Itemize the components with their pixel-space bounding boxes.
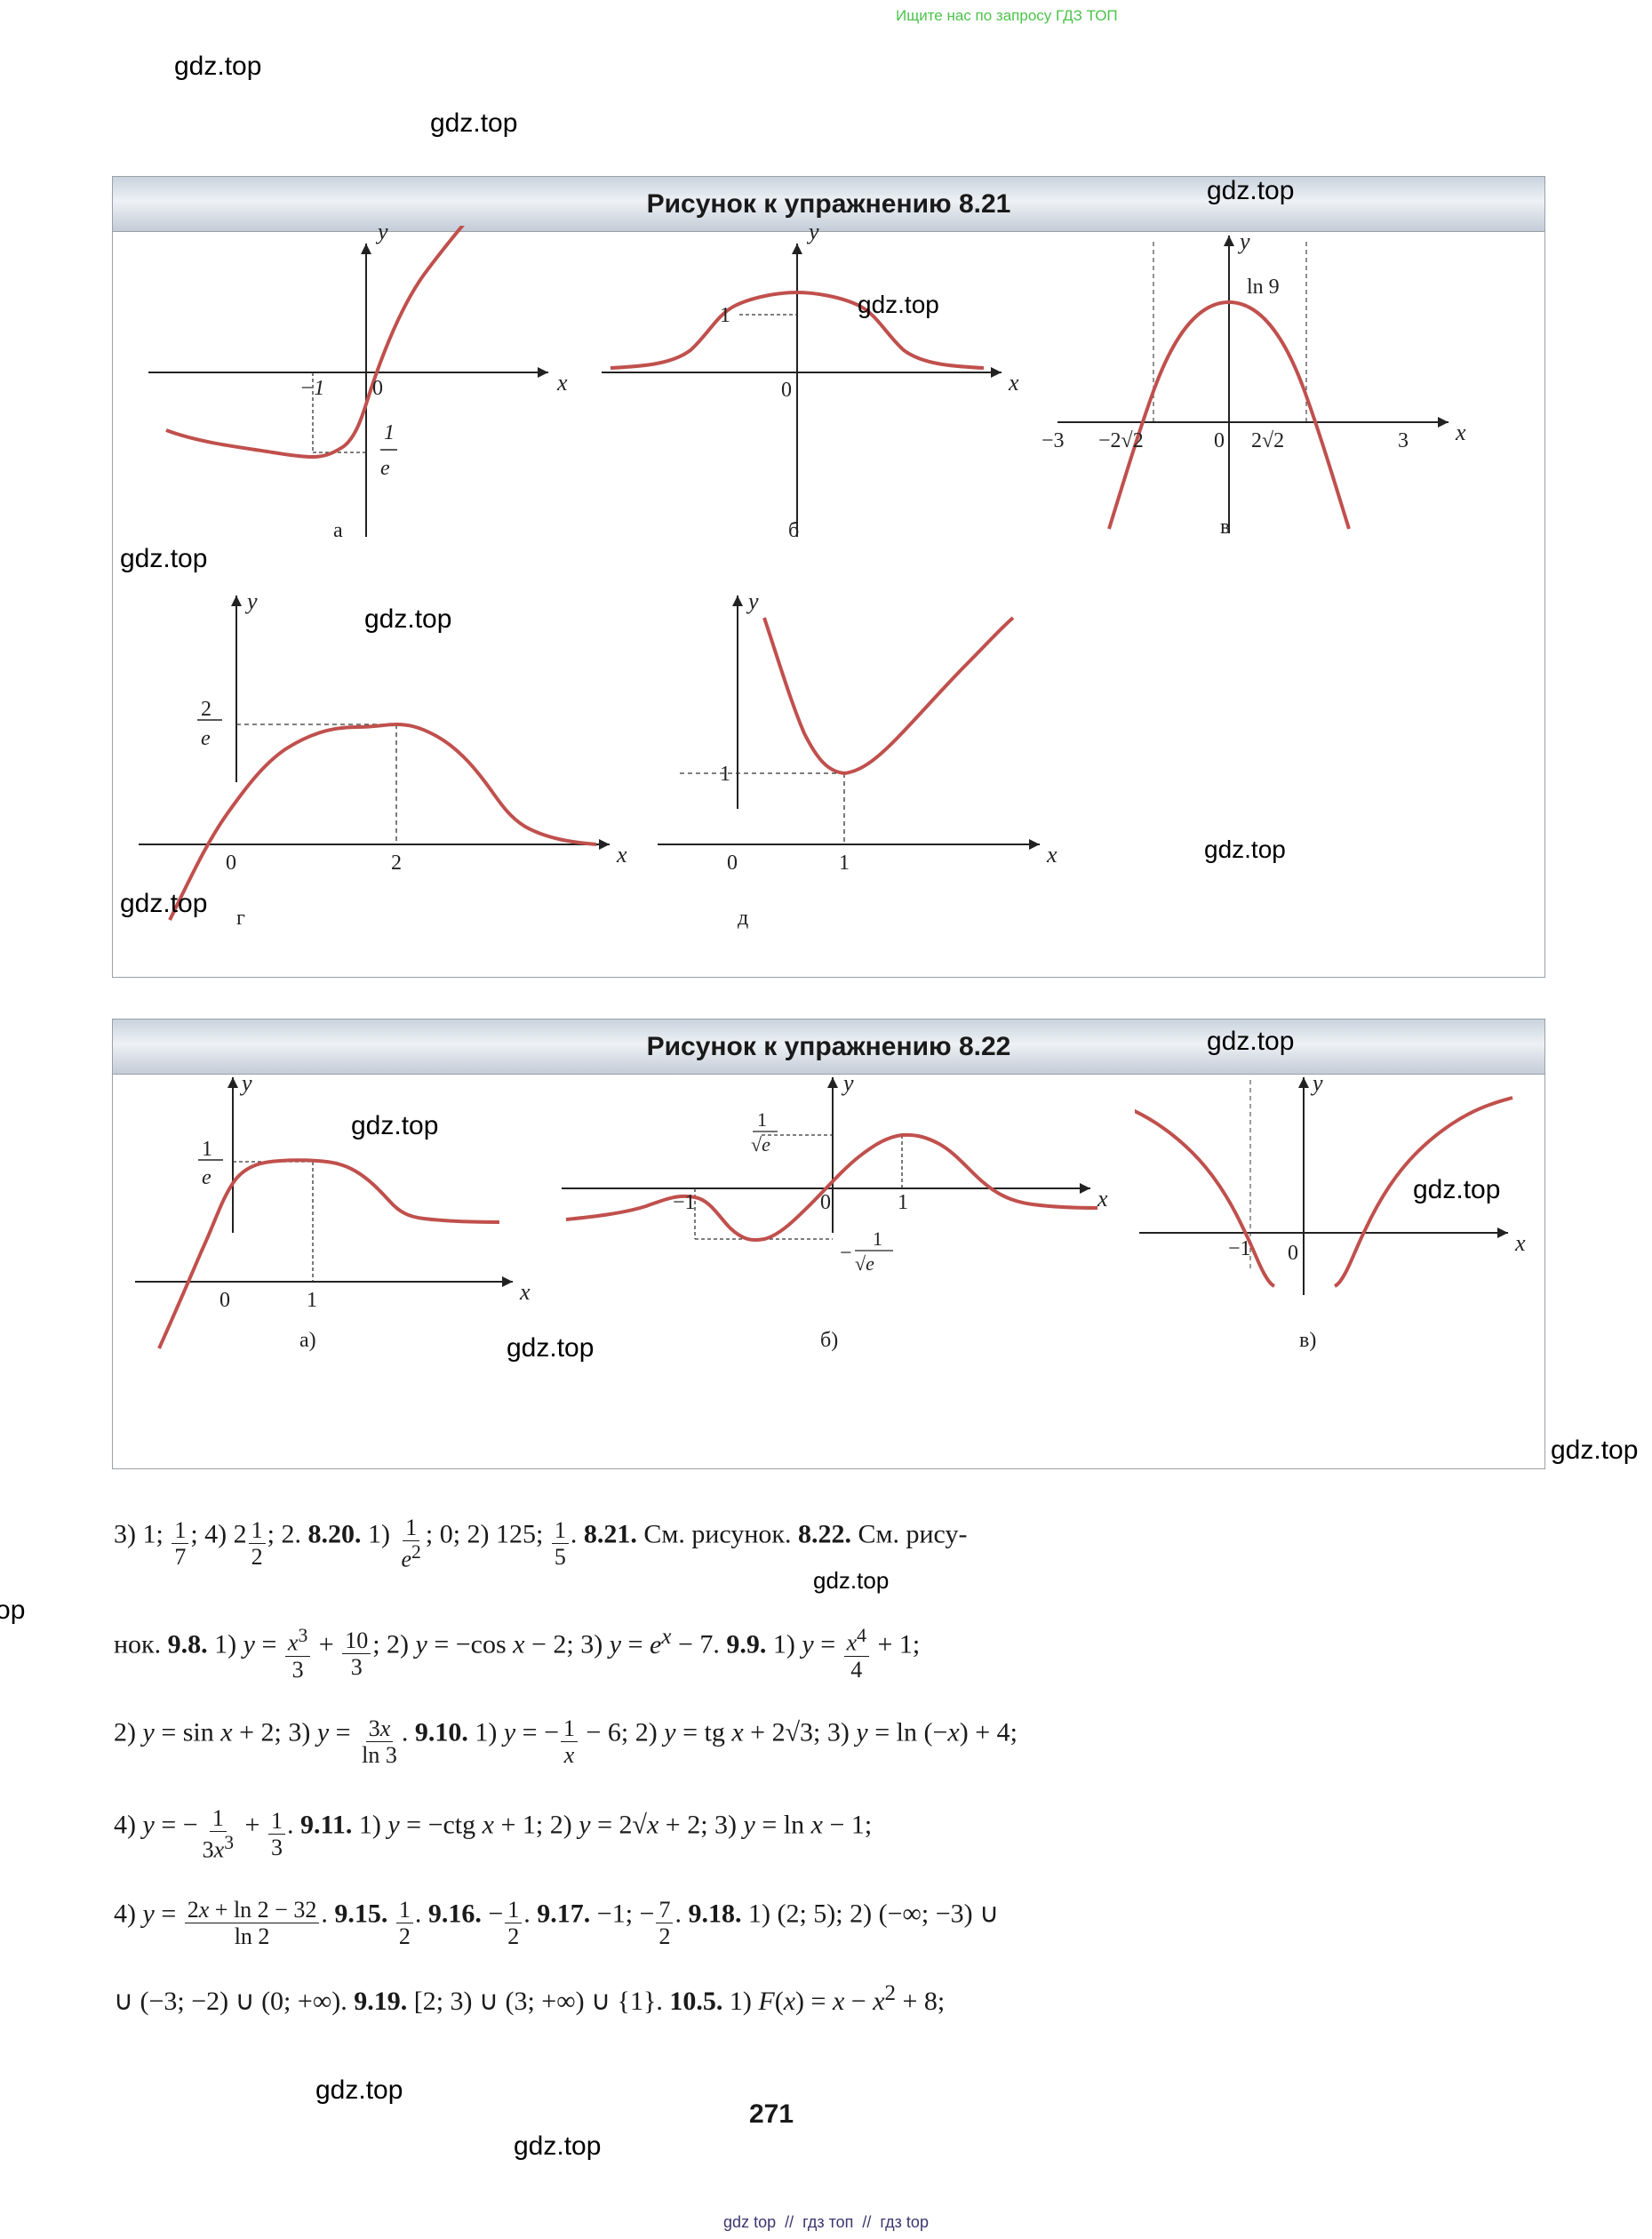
svg-text:−1: −1: [299, 377, 324, 400]
svg-text:в): в): [1299, 1329, 1316, 1352]
svg-text:1: 1: [384, 421, 395, 444]
svg-text:ln 9: ln 9: [1247, 276, 1280, 299]
svg-text:√e: √e: [855, 1252, 874, 1275]
svg-text:б): б): [820, 1329, 838, 1352]
svg-text:0: 0: [226, 852, 236, 875]
svg-text:2√2: 2√2: [1251, 429, 1284, 452]
svg-text:x: x: [1097, 1186, 1108, 1211]
svg-text:y: y: [1237, 228, 1250, 254]
svg-text:e: e: [201, 727, 211, 750]
svg-text:а: а: [333, 519, 343, 542]
svg-text:−2√2: −2√2: [1098, 429, 1144, 452]
svg-text:0: 0: [727, 852, 738, 875]
svg-text:0: 0: [820, 1191, 831, 1214]
svg-text:x: x: [1008, 370, 1019, 396]
svg-text:x: x: [1514, 1230, 1526, 1256]
svg-text:г: г: [236, 907, 245, 930]
svg-text:0: 0: [1214, 429, 1225, 452]
svg-text:x: x: [519, 1279, 531, 1305]
svg-text:x: x: [1455, 420, 1466, 445]
svg-text:в: в: [1220, 516, 1230, 539]
svg-text:e: e: [380, 457, 390, 480]
svg-text:д: д: [738, 907, 748, 930]
svg-text:x: x: [616, 842, 627, 868]
svg-text:y: y: [239, 1070, 252, 1096]
svg-text:x: x: [1046, 842, 1057, 868]
svg-text:−1: −1: [1228, 1237, 1251, 1260]
svg-text:0: 0: [781, 379, 792, 402]
svg-text:1: 1: [720, 763, 730, 786]
svg-text:1: 1: [307, 1289, 317, 1312]
svg-text:1: 1: [202, 1138, 212, 1161]
svg-text:3: 3: [1398, 429, 1409, 452]
svg-text:а): а): [299, 1329, 316, 1352]
svg-text:1: 1: [839, 852, 850, 875]
svg-text:y: y: [1310, 1070, 1323, 1096]
svg-text:−: −: [840, 1242, 852, 1265]
svg-text:2: 2: [391, 852, 402, 875]
svg-text:y: y: [244, 588, 258, 614]
svg-text:2: 2: [201, 698, 211, 721]
svg-text:0: 0: [372, 377, 383, 400]
svg-text:e: e: [202, 1166, 211, 1189]
svg-text:x: x: [556, 370, 568, 396]
svg-text:y: y: [746, 588, 759, 614]
svg-text:1: 1: [873, 1227, 882, 1250]
svg-text:−1: −1: [673, 1191, 696, 1214]
svg-text:1: 1: [898, 1191, 908, 1214]
svg-text:√e: √e: [751, 1133, 770, 1155]
svg-text:y: y: [806, 226, 819, 244]
svg-text:y: y: [375, 226, 388, 244]
svg-text:−3: −3: [1041, 429, 1065, 452]
svg-text:0: 0: [219, 1289, 230, 1312]
svg-text:б: б: [788, 519, 799, 542]
svg-text:y: y: [841, 1070, 854, 1096]
svg-text:0: 0: [1288, 1242, 1298, 1265]
svg-text:1: 1: [720, 304, 730, 327]
svg-text:1: 1: [757, 1108, 767, 1131]
